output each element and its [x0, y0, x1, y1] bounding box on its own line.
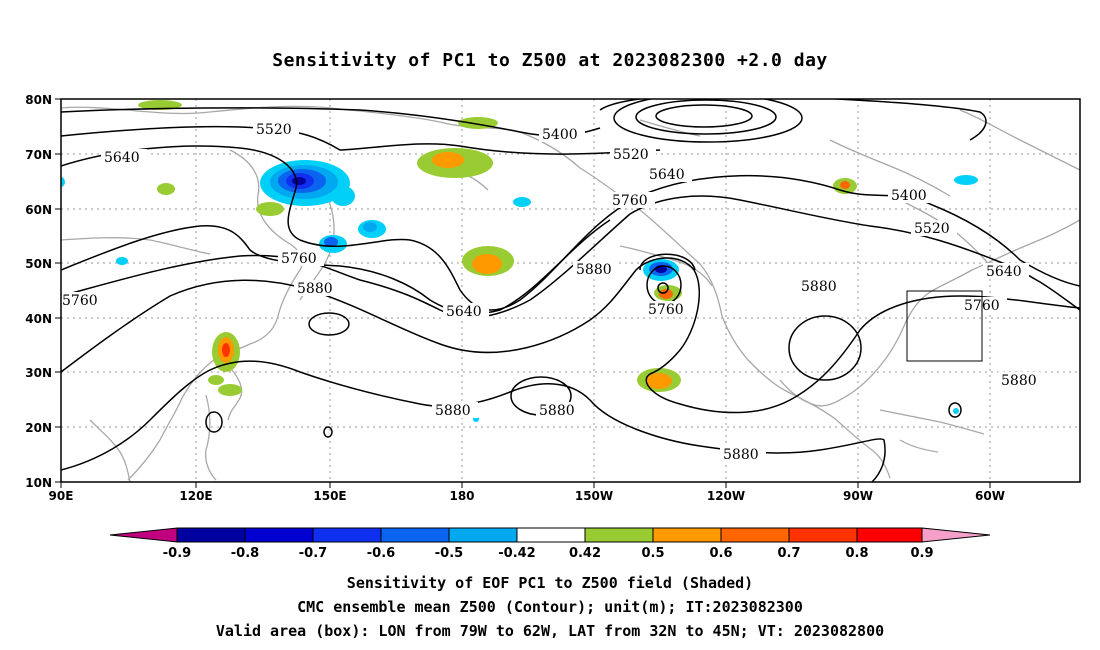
colorbar-label: 0.42 — [569, 546, 601, 561]
contour-label: 5880 — [435, 403, 471, 419]
contour-label: 5880 — [576, 262, 612, 278]
colorbar-label: -0.6 — [367, 546, 395, 561]
colorbar-swatch — [856, 527, 923, 543]
contour-label-group: 5520 5640 5400 5520 5640 5760 5400 5520 … — [61, 121, 1044, 463]
colorbar-label: 0.6 — [709, 546, 732, 561]
figure-title: Sensitivity of PC1 to Z500 at 2023082300… — [272, 50, 828, 71]
z500-contours — [61, 99, 1080, 482]
contour-label: 5880 — [801, 279, 837, 295]
colorbar-label: 0.5 — [641, 546, 664, 561]
colorbar-swatch — [448, 527, 518, 543]
lon-label: 90E — [49, 489, 74, 503]
lat-label: 80N — [25, 93, 52, 107]
contour-label: 5880 — [297, 281, 333, 297]
colorbar-labels: -0.9 -0.8 -0.7 -0.6 -0.5 -0.42 0.42 0.5 … — [163, 546, 934, 561]
colorbar — [109, 527, 991, 543]
contour-label: 5640 — [649, 167, 685, 183]
contour-label: 5400 — [542, 127, 578, 143]
colorbar-swatch — [109, 527, 178, 543]
longitude-labels: 90E 120E 150E 180 150W 120W 90W 60W — [49, 489, 1005, 503]
colorbar-label: -0.9 — [163, 546, 191, 561]
colorbar-swatch — [244, 527, 314, 543]
lon-label: 150W — [575, 489, 613, 503]
valid-area-box — [906, 290, 983, 362]
lat-label: 20N — [25, 421, 52, 435]
colorbar-label: 0.7 — [777, 546, 800, 561]
grid-lines — [61, 99, 1080, 482]
caption-line-3: Valid area (box): LON from 79W to 62W, L… — [215, 622, 885, 640]
colorbar-swatch — [380, 527, 450, 543]
contour-label: 5640 — [986, 264, 1022, 280]
contour-label: 5520 — [256, 122, 292, 138]
colorbar-swatch — [788, 527, 858, 543]
contour-label: 5880 — [723, 447, 759, 463]
contour-label: 5520 — [613, 147, 649, 163]
caption-line-2: CMC ensemble mean Z500 (Contour); unit(m… — [297, 598, 803, 616]
lat-label: 30N — [25, 366, 52, 380]
lon-label: 90W — [843, 489, 873, 503]
colorbar-swatch — [312, 527, 382, 543]
lon-label: 180 — [449, 489, 474, 503]
contour-label: 5640 — [446, 304, 482, 320]
contour-label: 5520 — [914, 221, 950, 237]
contour-label: 5400 — [891, 188, 927, 204]
lat-label: 40N — [25, 312, 52, 326]
lat-label: 10N — [25, 476, 52, 490]
lon-label: 120E — [179, 489, 212, 503]
caption-line-1: Sensitivity of EOF PC1 to Z500 field (Sh… — [346, 574, 754, 592]
map-frame — [60, 98, 1081, 483]
colorbar-label: -0.7 — [299, 546, 327, 561]
colorbar-swatch — [176, 527, 246, 543]
lat-label: 60N — [25, 203, 52, 217]
colorbar-label: -0.42 — [498, 546, 535, 561]
colorbar-label: 0.9 — [910, 546, 933, 561]
lon-label: 120W — [707, 489, 745, 503]
colorbar-swatch — [921, 527, 991, 543]
contour-label: 5760 — [612, 193, 648, 209]
sensitivity-shading — [61, 100, 978, 422]
contour-label: 5760 — [648, 302, 684, 318]
latitude-labels: 80N 70N 60N 50N 40N 30N 20N 10N — [25, 93, 52, 490]
contour-label: 5880 — [539, 403, 575, 419]
colorbar-label: 0.8 — [845, 546, 868, 561]
colorbar-swatch — [516, 527, 586, 543]
colorbar-swatch — [584, 527, 654, 543]
lon-label: 150E — [313, 489, 346, 503]
colorbar-label: -0.8 — [231, 546, 259, 561]
coastlines — [61, 105, 1080, 482]
axis-ticks — [55, 98, 991, 488]
lat-label: 50N — [25, 257, 52, 271]
contour-label: 5760 — [62, 293, 98, 309]
contour-label: 5880 — [1001, 373, 1037, 389]
contour-label: 5640 — [104, 150, 140, 166]
colorbar-swatch — [720, 527, 790, 543]
contour-label: 5760 — [281, 251, 317, 267]
colorbar-swatch — [652, 527, 722, 543]
lat-label: 70N — [25, 148, 52, 162]
colorbar-label: -0.5 — [435, 546, 463, 561]
lon-label: 60W — [975, 489, 1005, 503]
